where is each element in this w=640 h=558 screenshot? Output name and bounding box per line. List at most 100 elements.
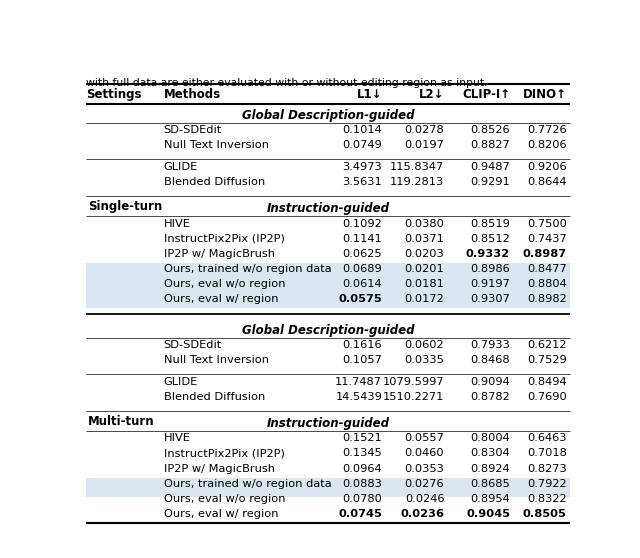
Text: 0.0172: 0.0172	[404, 294, 444, 304]
Text: Ours, trained w/o region data: Ours, trained w/o region data	[164, 479, 332, 488]
Text: SD-SDEdit: SD-SDEdit	[164, 126, 222, 136]
Text: 0.1616: 0.1616	[342, 340, 382, 350]
Text: 0.8804: 0.8804	[527, 278, 566, 288]
Text: 14.5439: 14.5439	[335, 392, 382, 402]
Text: CLIP-I↑: CLIP-I↑	[462, 88, 510, 101]
Text: DINO↑: DINO↑	[523, 88, 566, 101]
Text: 0.8987: 0.8987	[523, 249, 566, 259]
Text: 0.9291: 0.9291	[470, 177, 510, 187]
Text: 0.0780: 0.0780	[342, 493, 382, 503]
Text: with full data are either evaluated with or without editing region as input.: with full data are either evaluated with…	[86, 78, 488, 88]
Text: Null Text Inversion: Null Text Inversion	[164, 355, 269, 365]
Text: 0.1092: 0.1092	[342, 219, 382, 229]
Text: 0.7437: 0.7437	[527, 234, 566, 244]
Text: 0.6212: 0.6212	[527, 340, 566, 350]
Text: Blended Diffusion: Blended Diffusion	[164, 392, 265, 402]
Text: Settings: Settings	[86, 88, 141, 101]
Text: 0.8954: 0.8954	[470, 493, 510, 503]
Text: 0.0236: 0.0236	[400, 508, 444, 518]
Text: 0.0181: 0.0181	[404, 278, 444, 288]
Text: 0.7933: 0.7933	[470, 340, 510, 350]
Text: Instruction-guided: Instruction-guided	[266, 417, 390, 430]
Text: 0.0335: 0.0335	[404, 355, 444, 365]
Text: 0.8526: 0.8526	[470, 126, 510, 136]
Text: 0.0371: 0.0371	[404, 234, 444, 244]
Text: 0.7690: 0.7690	[527, 392, 566, 402]
Text: Blended Diffusion: Blended Diffusion	[164, 177, 265, 187]
Text: Ours, eval w/ region: Ours, eval w/ region	[164, 508, 278, 518]
Text: 0.8982: 0.8982	[527, 294, 566, 304]
Text: 0.8468: 0.8468	[470, 355, 510, 365]
Text: 0.0203: 0.0203	[404, 249, 444, 259]
Text: 0.0625: 0.0625	[342, 249, 382, 259]
Text: HIVE: HIVE	[164, 219, 191, 229]
Text: 0.0745: 0.0745	[339, 508, 382, 518]
Bar	[86, 263, 570, 278]
Text: 0.0602: 0.0602	[404, 340, 444, 350]
Text: 0.9332: 0.9332	[466, 249, 510, 259]
Text: Methods: Methods	[164, 88, 221, 101]
Text: HIVE: HIVE	[164, 434, 191, 444]
Text: 119.2813: 119.2813	[390, 177, 444, 187]
Text: 0.8304: 0.8304	[470, 449, 510, 459]
Text: 0.0749: 0.0749	[342, 141, 382, 151]
Bar	[86, 278, 570, 293]
Text: Ours, eval w/o region: Ours, eval w/o region	[164, 493, 285, 503]
Text: 0.8827: 0.8827	[470, 141, 510, 151]
Text: 1510.2271: 1510.2271	[383, 392, 444, 402]
Text: 0.0689: 0.0689	[342, 264, 382, 273]
Text: 0.9206: 0.9206	[527, 162, 566, 172]
Text: 0.0557: 0.0557	[404, 434, 444, 444]
Text: 0.8644: 0.8644	[527, 177, 566, 187]
Text: 0.0246: 0.0246	[404, 493, 444, 503]
Text: 0.8519: 0.8519	[470, 219, 510, 229]
Text: Null Text Inversion: Null Text Inversion	[164, 141, 269, 151]
Text: 11.7487: 11.7487	[335, 377, 382, 387]
Text: 0.7018: 0.7018	[527, 449, 566, 459]
Text: 0.1014: 0.1014	[342, 126, 382, 136]
Text: Instruction-guided: Instruction-guided	[266, 202, 390, 215]
Text: 0.7726: 0.7726	[527, 126, 566, 136]
Text: 1079.5997: 1079.5997	[383, 377, 444, 387]
Text: Multi-turn: Multi-turn	[88, 415, 154, 428]
Text: 3.4973: 3.4973	[342, 162, 382, 172]
Text: 0.0197: 0.0197	[404, 141, 444, 151]
Text: Single-turn: Single-turn	[88, 200, 162, 213]
Text: 0.8273: 0.8273	[527, 464, 566, 474]
Bar	[86, 293, 570, 308]
Text: 0.0883: 0.0883	[342, 479, 382, 488]
Text: Ours, eval w/o region: Ours, eval w/o region	[164, 278, 285, 288]
Text: Ours, eval w/ region: Ours, eval w/ region	[164, 294, 278, 304]
Text: 0.0964: 0.0964	[342, 464, 382, 474]
Text: 0.1141: 0.1141	[342, 234, 382, 244]
Bar	[86, 493, 570, 508]
Text: 0.9045: 0.9045	[466, 508, 510, 518]
Text: 0.8206: 0.8206	[527, 141, 566, 151]
Text: Global Description-guided: Global Description-guided	[242, 109, 414, 122]
Text: InstructPix2Pix (IP2P): InstructPix2Pix (IP2P)	[164, 234, 285, 244]
Text: 0.7529: 0.7529	[527, 355, 566, 365]
Text: InstructPix2Pix (IP2P): InstructPix2Pix (IP2P)	[164, 449, 285, 459]
Text: 0.0276: 0.0276	[404, 479, 444, 488]
Text: GLIDE: GLIDE	[164, 162, 198, 172]
Text: 0.0278: 0.0278	[404, 126, 444, 136]
Text: 0.0575: 0.0575	[339, 294, 382, 304]
Text: 0.8494: 0.8494	[527, 377, 566, 387]
Text: 0.9197: 0.9197	[470, 278, 510, 288]
Text: 0.0353: 0.0353	[404, 464, 444, 474]
Text: L1↓: L1↓	[356, 88, 382, 101]
Text: 0.8782: 0.8782	[470, 392, 510, 402]
Text: 0.9487: 0.9487	[470, 162, 510, 172]
Text: 0.7500: 0.7500	[527, 219, 566, 229]
Text: 0.0614: 0.0614	[342, 278, 382, 288]
Text: 0.1521: 0.1521	[342, 434, 382, 444]
Text: 0.0201: 0.0201	[404, 264, 444, 273]
Text: L2↓: L2↓	[419, 88, 444, 101]
Text: Global Description-guided: Global Description-guided	[242, 324, 414, 337]
Text: GLIDE: GLIDE	[164, 377, 198, 387]
Text: 3.5631: 3.5631	[342, 177, 382, 187]
Text: 0.8505: 0.8505	[523, 508, 566, 518]
Bar	[86, 478, 570, 493]
Text: 0.9094: 0.9094	[470, 377, 510, 387]
Text: Ours, trained w/o region data: Ours, trained w/o region data	[164, 264, 332, 273]
